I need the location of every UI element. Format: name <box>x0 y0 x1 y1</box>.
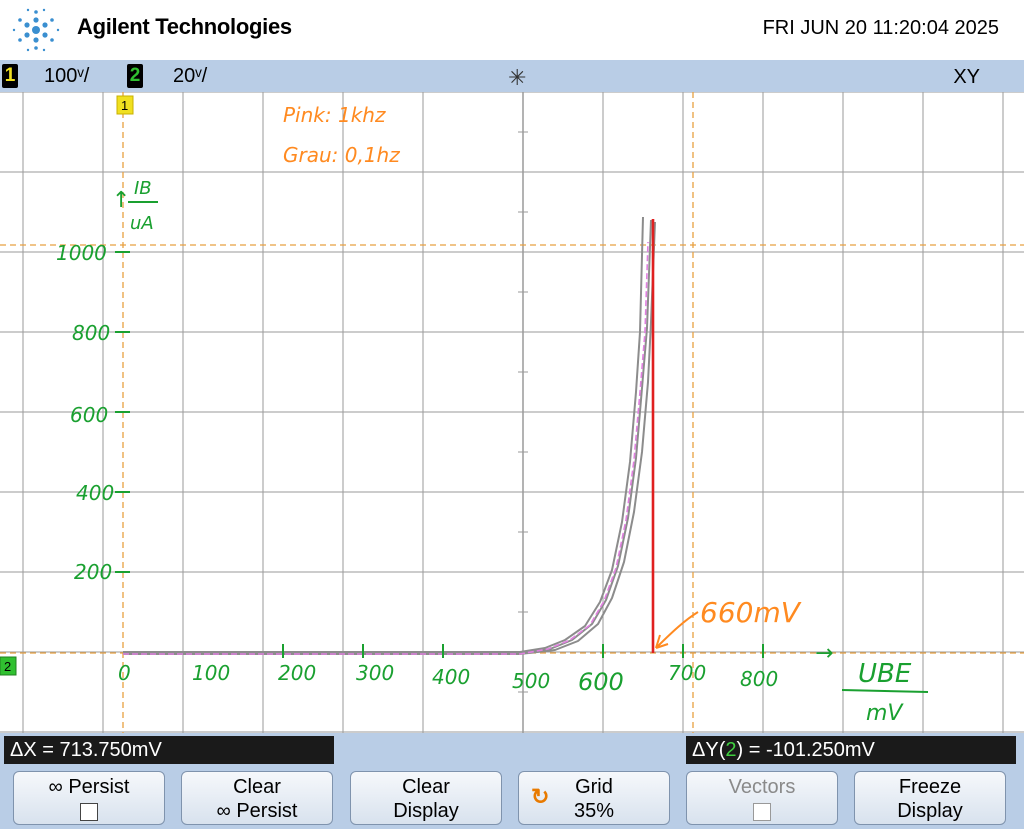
channel-1-scale[interactable]: 100ᵛ/ <box>44 65 90 87</box>
channel-2-marker[interactable]: 2 <box>0 656 17 676</box>
channel-2-badge[interactable]: 2 <box>127 64 143 88</box>
clear-persist-button[interactable]: Clear ∞ Persist <box>181 771 333 825</box>
x-tick-300: 300 <box>356 661 394 685</box>
y-axis-label: IB <box>134 178 152 199</box>
freeze-display-line1: Freeze <box>898 776 962 798</box>
delta-x-readout: ΔX = 713.750mV <box>4 736 334 764</box>
trigger-snowflake-icon: ✳ <box>508 65 527 90</box>
clear-display-button[interactable]: Clear Display <box>350 771 502 825</box>
persist-button[interactable]: ∞ Persist <box>13 771 165 825</box>
channel-2-marker-label: 2 <box>4 659 11 674</box>
date-time: FRI JUN 20 11:20:04 2025 <box>762 17 999 39</box>
trace-gray-2 <box>123 219 652 654</box>
y-tick-600: 600 <box>70 403 108 427</box>
grid-value: 35% <box>573 800 615 822</box>
trace-gray-3 <box>123 221 656 655</box>
channel-1-marker[interactable]: 1 <box>116 95 134 115</box>
brand-name: Agilent Technologies <box>77 14 292 39</box>
x-axis-arrow: → <box>815 641 833 666</box>
y-tick-800: 800 <box>72 321 110 345</box>
marker-voltage-label: 660mV <box>700 596 802 629</box>
x-tick-100: 100 <box>192 661 230 685</box>
clear-display-line1: Clear <box>402 776 450 798</box>
delta-y-prefix: ΔY( <box>692 739 726 761</box>
clear-persist-line1: Clear <box>233 776 281 798</box>
clear-display-line2: Display <box>393 800 459 822</box>
xy-traces <box>123 216 656 655</box>
gray-frequency-note: Grau: 0,1hz <box>283 143 400 167</box>
y-tick-1000: 1000 <box>56 241 107 265</box>
clear-persist-line2: ∞ Persist <box>216 800 298 822</box>
x-tick-600: 600 <box>578 668 624 696</box>
marker-arrow <box>655 611 699 649</box>
x-tick-800: 800 <box>740 667 778 691</box>
vectors-checkbox[interactable] <box>753 803 771 821</box>
freeze-display-button[interactable]: Freeze Display <box>854 771 1006 825</box>
y-tick-400: 400 <box>76 481 114 505</box>
pink-frequency-note: Pink: 1khz <box>283 103 386 127</box>
header: Agilent Technologies FRI JUN 20 11:20:04… <box>0 0 1024 60</box>
softkey-bar: ∞ Persist Clear ∞ Persist Clear Display … <box>0 767 1024 829</box>
scope-display[interactable]: 1 2 Pink: 1khz Grau: 0,1hz ↑ IB uA 1000 … <box>0 92 1024 733</box>
y-axis-unit: uA <box>130 213 154 234</box>
x-axis-unit: mV <box>866 701 904 726</box>
y-axis-arrow: ↑ <box>112 188 130 213</box>
x-tick-0: 0 <box>118 661 131 685</box>
channel-2-scale[interactable]: 20ᵛ/ <box>173 65 208 87</box>
readout-bar: ΔX = 713.750mV ΔY(2) = -101.250mV <box>0 733 1024 767</box>
grid-intensity-button[interactable]: ↻ Grid 35% <box>518 771 670 825</box>
trace-pink <box>123 241 649 655</box>
x-tick-200: 200 <box>278 661 316 685</box>
delta-y-readout: ΔY(2) = -101.250mV <box>686 736 1016 764</box>
channel-1-badge[interactable]: 1 <box>2 64 18 88</box>
channel-1-marker-label: 1 <box>121 98 128 113</box>
agilent-logo-icon <box>12 8 60 52</box>
trace-gray-1 <box>123 216 644 653</box>
x-tick-700: 700 <box>668 661 706 685</box>
y-tick-200: 200 <box>74 560 112 584</box>
delta-y-channel: 2 <box>725 739 737 761</box>
persist-checkbox[interactable] <box>80 803 98 821</box>
delta-y-value: ) = -101.250mV <box>736 739 875 761</box>
annotations: Pink: 1khz Grau: 0,1hz ↑ IB uA 1000 800 … <box>56 103 929 726</box>
vectors-label: Vectors <box>728 776 796 798</box>
grid-label: Grid <box>575 776 613 798</box>
x-tick-500: 500 <box>512 669 550 693</box>
status-bar: 1 100ᵛ/ 2 20ᵛ/ ✳ XY <box>0 60 1024 92</box>
vectors-button[interactable]: Vectors <box>686 771 838 825</box>
freeze-display-line2: Display <box>897 800 963 822</box>
x-axis-label: UBE <box>858 659 912 689</box>
graticule <box>0 92 1024 733</box>
x-tick-400: 400 <box>432 665 470 689</box>
persist-label: ∞ Persist <box>48 776 130 798</box>
rotate-knob-icon: ↻ <box>531 784 550 809</box>
time-mode[interactable]: XY <box>953 66 980 88</box>
